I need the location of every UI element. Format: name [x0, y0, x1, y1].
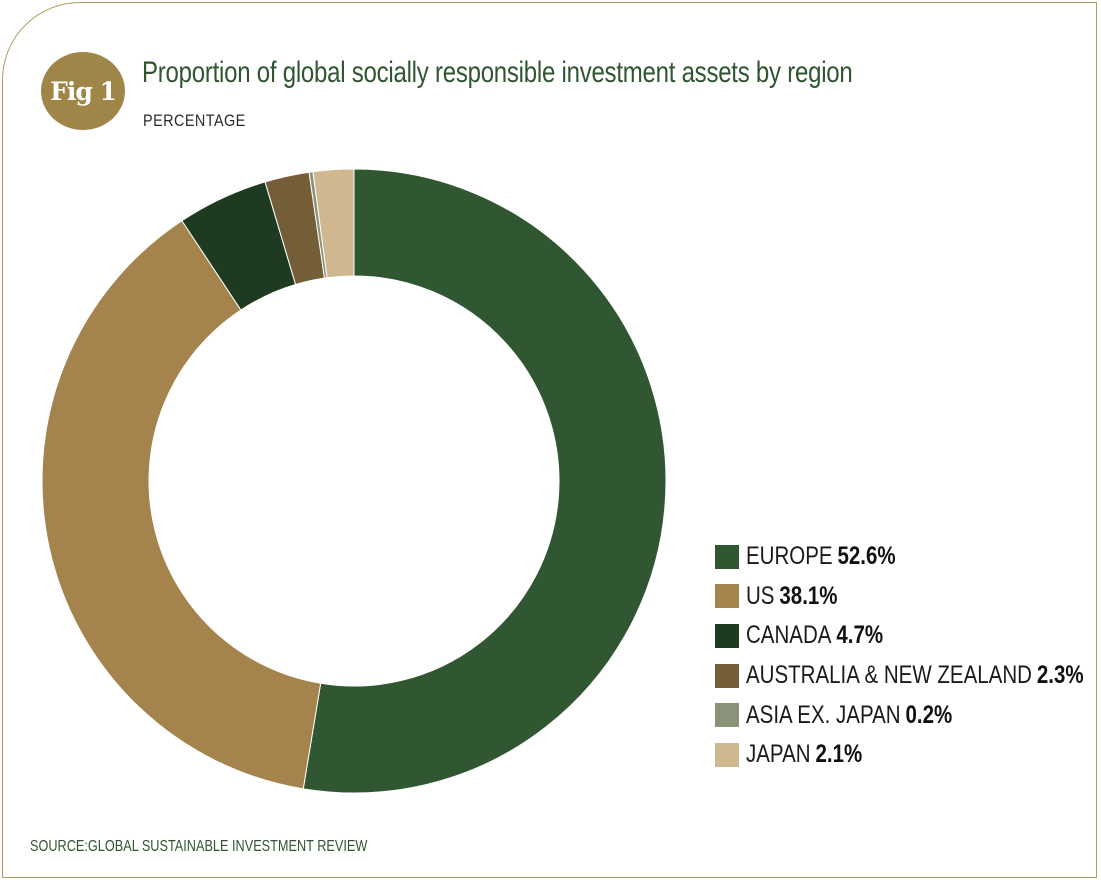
legend-text: JAPAN 2.1%	[746, 740, 862, 769]
legend-item-europe: EUROPE 52.6%	[715, 537, 1101, 577]
figure-badge-label: Fig 1	[50, 76, 117, 106]
source-note: SOURCE:GLOBAL SUSTAINABLE INVESTMENT REV…	[30, 838, 368, 855]
legend-value: 0.2%	[905, 700, 953, 729]
legend-text: AUSTRALIA & NEW ZEALAND 2.3%	[746, 661, 1084, 690]
legend-item-canada: CANADA 4.7%	[715, 616, 1101, 656]
legend-label: JAPAN	[746, 740, 811, 769]
legend-text: EUROPE 52.6%	[746, 542, 896, 571]
legend-swatch	[715, 742, 739, 767]
chart-title: Proportion of global socially responsibl…	[142, 56, 853, 89]
legend-swatch	[715, 663, 739, 688]
legend-swatch	[715, 544, 739, 569]
legend-swatch	[715, 623, 739, 648]
legend-value: 4.7%	[836, 621, 884, 650]
legend-value: 52.6%	[837, 542, 896, 571]
figure-badge: Fig 1	[41, 52, 125, 130]
legend-text: ASIA EX. JAPAN 0.2%	[746, 701, 952, 730]
donut-slice-us	[41, 220, 322, 790]
legend-swatch	[715, 584, 739, 609]
legend-label: EUROPE	[746, 542, 833, 571]
legend-item-us: US 38.1%	[715, 577, 1101, 617]
legend-label: US	[746, 581, 775, 610]
legend-item-australia-new-zealand: AUSTRALIA & NEW ZEALAND 2.3%	[715, 656, 1101, 696]
legend-text: US 38.1%	[746, 582, 838, 611]
chart-legend: EUROPE 52.6% US 38.1% CANADA 4.7% AUSTRALIA & …	[715, 537, 1101, 775]
legend-text: CANADA 4.7%	[746, 621, 883, 650]
legend-label: AUSTRALIA & NEW ZEALAND	[746, 661, 1032, 690]
donut-slice-europe	[302, 168, 667, 794]
legend-label: ASIA EX. JAPAN	[746, 700, 901, 729]
legend-label: CANADA	[746, 621, 832, 650]
chart-subtitle: PERCENTAGE	[143, 111, 246, 130]
legend-value: 38.1%	[779, 581, 838, 610]
donut-slice-japan	[312, 168, 355, 279]
legend-item-asia-ex-japan: ASIA EX. JAPAN 0.2%	[715, 695, 1101, 735]
legend-swatch	[715, 703, 739, 728]
legend-value: 2.3%	[1036, 661, 1084, 690]
legend-value: 2.1%	[815, 740, 863, 769]
legend-item-japan: JAPAN 2.1%	[715, 735, 1101, 775]
